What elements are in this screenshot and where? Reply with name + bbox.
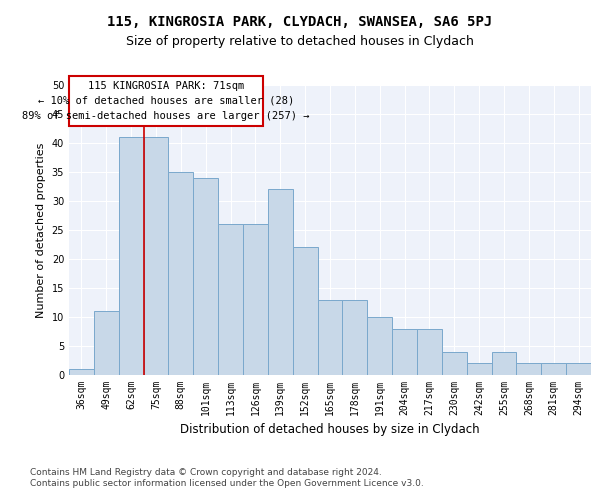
Bar	[119, 137, 143, 375]
Bar	[491, 352, 517, 375]
Bar	[94, 311, 119, 375]
Bar	[467, 364, 491, 375]
Bar	[243, 224, 268, 375]
Bar	[317, 300, 343, 375]
Bar	[392, 328, 417, 375]
Bar	[69, 369, 94, 375]
Bar	[417, 328, 442, 375]
Bar	[442, 352, 467, 375]
Bar	[367, 317, 392, 375]
Bar	[343, 300, 367, 375]
Text: 115 KINGROSIA PARK: 71sqm
← 10% of detached houses are smaller (28)
89% of semi-: 115 KINGROSIA PARK: 71sqm ← 10% of detac…	[22, 81, 310, 120]
X-axis label: Distribution of detached houses by size in Clydach: Distribution of detached houses by size …	[180, 424, 480, 436]
Text: 115, KINGROSIA PARK, CLYDACH, SWANSEA, SA6 5PJ: 115, KINGROSIA PARK, CLYDACH, SWANSEA, S…	[107, 16, 493, 30]
Bar	[517, 364, 541, 375]
Bar	[541, 364, 566, 375]
Bar	[293, 248, 317, 375]
Bar	[143, 137, 169, 375]
Bar	[566, 364, 591, 375]
Bar	[193, 178, 218, 375]
Text: Size of property relative to detached houses in Clydach: Size of property relative to detached ho…	[126, 34, 474, 48]
Bar	[268, 190, 293, 375]
Bar	[218, 224, 243, 375]
FancyBboxPatch shape	[69, 76, 263, 126]
Bar	[169, 172, 193, 375]
Text: Contains HM Land Registry data © Crown copyright and database right 2024.
Contai: Contains HM Land Registry data © Crown c…	[30, 468, 424, 487]
Y-axis label: Number of detached properties: Number of detached properties	[36, 142, 46, 318]
